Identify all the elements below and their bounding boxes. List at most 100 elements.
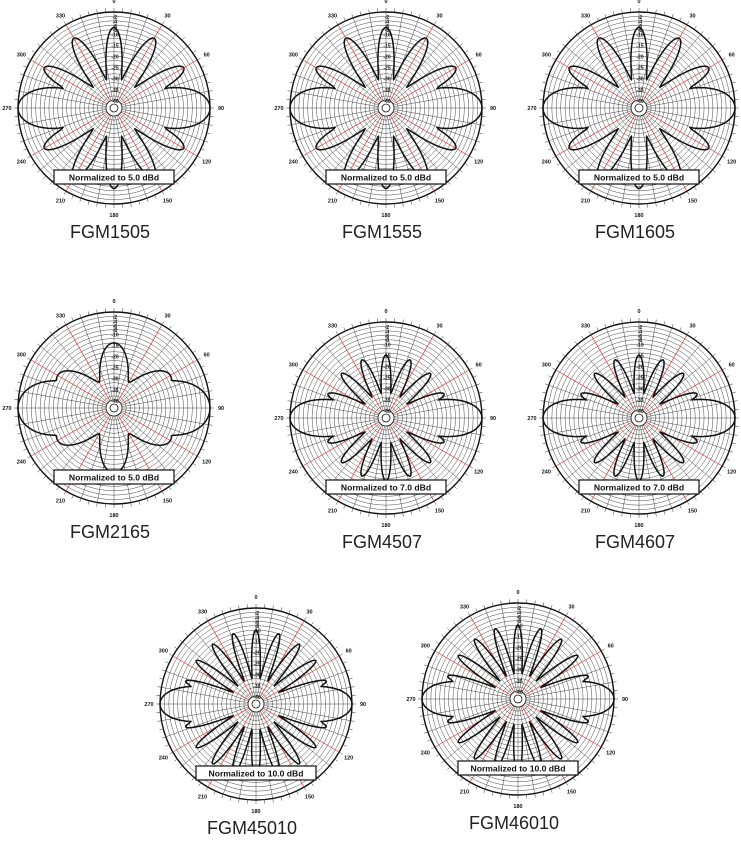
angle-tick-label: 300 bbox=[542, 53, 551, 59]
radial-tick-label: -6 bbox=[638, 334, 643, 340]
angle-tick-label: 210 bbox=[328, 199, 337, 205]
angle-tick-label: 60 bbox=[729, 53, 735, 59]
angle-tick-label: 90 bbox=[360, 702, 366, 708]
angle-tick-label: 150 bbox=[305, 795, 314, 801]
angle-tick-label: 330 bbox=[581, 13, 590, 19]
angle-tick-label: 300 bbox=[289, 363, 298, 369]
angle-tick-label: 150 bbox=[688, 199, 697, 205]
radial-tick-label: -2 bbox=[385, 15, 390, 21]
radial-tick-label: -2 bbox=[638, 325, 643, 331]
angle-tick-label: 330 bbox=[56, 313, 65, 319]
model-label: FGM46010 bbox=[468, 813, 560, 833]
angle-tick-label: 330 bbox=[198, 609, 207, 615]
radial-tick-label: -40 bbox=[111, 399, 118, 405]
radial-tick-label: -15 bbox=[636, 44, 643, 50]
angle-tick-label: 270 bbox=[2, 406, 11, 412]
angle-tick-label: 330 bbox=[460, 604, 469, 610]
radial-tick-label: -25 bbox=[111, 366, 118, 372]
angle-tick-label: 120 bbox=[202, 160, 211, 166]
radial-tick-label: -30 bbox=[111, 77, 118, 83]
radiation-pattern-series bbox=[289, 26, 483, 190]
angle-tick-label: 180 bbox=[109, 513, 118, 519]
angle-tick-label: 120 bbox=[474, 470, 483, 476]
radial-tick-label: -30 bbox=[111, 377, 118, 383]
radial-tick-label: -4 bbox=[113, 19, 118, 25]
angle-tick-label: 90 bbox=[218, 406, 224, 412]
radial-tick-label: -25 bbox=[383, 66, 390, 72]
polar-grid bbox=[539, 318, 739, 518]
angle-tick-label: 0 bbox=[516, 590, 519, 596]
angle-tick-label: 60 bbox=[608, 644, 614, 650]
angle-tick-label: 150 bbox=[567, 790, 576, 796]
angle-tick-label: 150 bbox=[163, 499, 172, 505]
polar-grid bbox=[156, 604, 356, 804]
radial-tick-label: -20 bbox=[111, 355, 118, 361]
angle-tick-label: 150 bbox=[435, 199, 444, 205]
angle-tick-label: 330 bbox=[581, 323, 590, 329]
model-label: FGM4607 bbox=[594, 532, 676, 552]
radial-tick-label: -35 bbox=[515, 679, 522, 685]
normalization-label: Normalized to 5.0 dBd bbox=[341, 172, 431, 182]
radial-tick-label: -8 bbox=[638, 338, 643, 344]
angle-tick-label: 0 bbox=[637, 0, 640, 5]
angle-tick-label: 120 bbox=[727, 160, 736, 166]
radial-tick-label: -40 bbox=[383, 409, 390, 415]
normalization-label: Normalized to 10.0 dBd bbox=[470, 763, 565, 773]
angle-tick-label: 30 bbox=[568, 604, 574, 610]
angle-tick-label: 210 bbox=[198, 795, 207, 801]
radial-tick-label: -20 bbox=[253, 651, 260, 657]
angle-tick-label: 300 bbox=[17, 53, 26, 59]
angle-tick-label: 300 bbox=[542, 363, 551, 369]
angle-tick-label: 90 bbox=[490, 416, 496, 422]
angle-tick-label: 180 bbox=[513, 804, 522, 810]
angle-tick-label: 30 bbox=[689, 323, 695, 329]
angle-tick-label: 30 bbox=[436, 323, 442, 329]
angle-tick-label: 180 bbox=[381, 523, 390, 529]
angle-tick-label: 120 bbox=[344, 756, 353, 762]
normalization-box bbox=[325, 169, 447, 185]
radial-tick-label: -25 bbox=[636, 66, 643, 72]
angle-tick-label: 180 bbox=[251, 809, 260, 815]
radial-tick-label: -20 bbox=[636, 365, 643, 371]
model-label: FGM4507 bbox=[341, 532, 423, 552]
angle-tick-label: 180 bbox=[109, 213, 118, 219]
angle-tick-label: 180 bbox=[634, 213, 643, 219]
polar-grid bbox=[14, 8, 214, 208]
radial-tick-label: -40 bbox=[111, 99, 118, 105]
angle-tick-label: 60 bbox=[204, 353, 210, 359]
polar-chart-FGM1555: -2 -4 -6 -8 -10 -15 -20 -25 -30 -35 -40 0 30 60 90 120 1… bbox=[274, 0, 496, 242]
angle-tick-label: 0 bbox=[384, 0, 387, 5]
angle-tick-label: 330 bbox=[328, 13, 337, 19]
angle-tick-label: 150 bbox=[688, 509, 697, 515]
angle-tick-label: 0 bbox=[112, 0, 115, 5]
angle-tick-label: 210 bbox=[328, 509, 337, 515]
normalization-box bbox=[53, 469, 175, 485]
radial-tick-label: -35 bbox=[253, 684, 260, 690]
angle-tick-label: 330 bbox=[56, 13, 65, 19]
radial-tick-label: -2 bbox=[638, 15, 643, 21]
angle-tick-label: 30 bbox=[689, 13, 695, 19]
angle-tick-label: 0 bbox=[112, 299, 115, 305]
radial-tick-label: -25 bbox=[636, 376, 643, 382]
radial-tick-label: -30 bbox=[636, 387, 643, 393]
radial-tick-label: -4 bbox=[638, 329, 643, 335]
radial-tick-label: -2 bbox=[113, 315, 118, 321]
radial-tick-label: -2 bbox=[517, 606, 522, 612]
radial-tick-label: -4 bbox=[517, 610, 522, 616]
radial-tick-label: -6 bbox=[517, 615, 522, 621]
angle-tick-label: 90 bbox=[490, 106, 496, 112]
angle-tick-label: 270 bbox=[2, 106, 11, 112]
radial-tick-label: -20 bbox=[111, 55, 118, 61]
angle-tick-label: 120 bbox=[202, 460, 211, 466]
normalization-box bbox=[457, 760, 579, 776]
radial-tick-label: -4 bbox=[638, 19, 643, 25]
radial-tick-label: -8 bbox=[113, 28, 118, 34]
normalization-box bbox=[195, 765, 317, 781]
radial-tick-label: -40 bbox=[636, 99, 643, 105]
polar-chart-FGM45010: -2 -4 -6 -8 -10 -15 -20 -25 -30 -35 -40 0 30 60 90 120 1… bbox=[144, 595, 366, 838]
angle-tick-label: 90 bbox=[622, 697, 628, 703]
radial-tick-label: -25 bbox=[253, 662, 260, 668]
polar-grid bbox=[418, 599, 618, 799]
polar-plot: -2-4-6-8-10-15-20-25-30-35-4003060901201… bbox=[274, 309, 496, 529]
radial-tick-label: -30 bbox=[253, 673, 260, 679]
